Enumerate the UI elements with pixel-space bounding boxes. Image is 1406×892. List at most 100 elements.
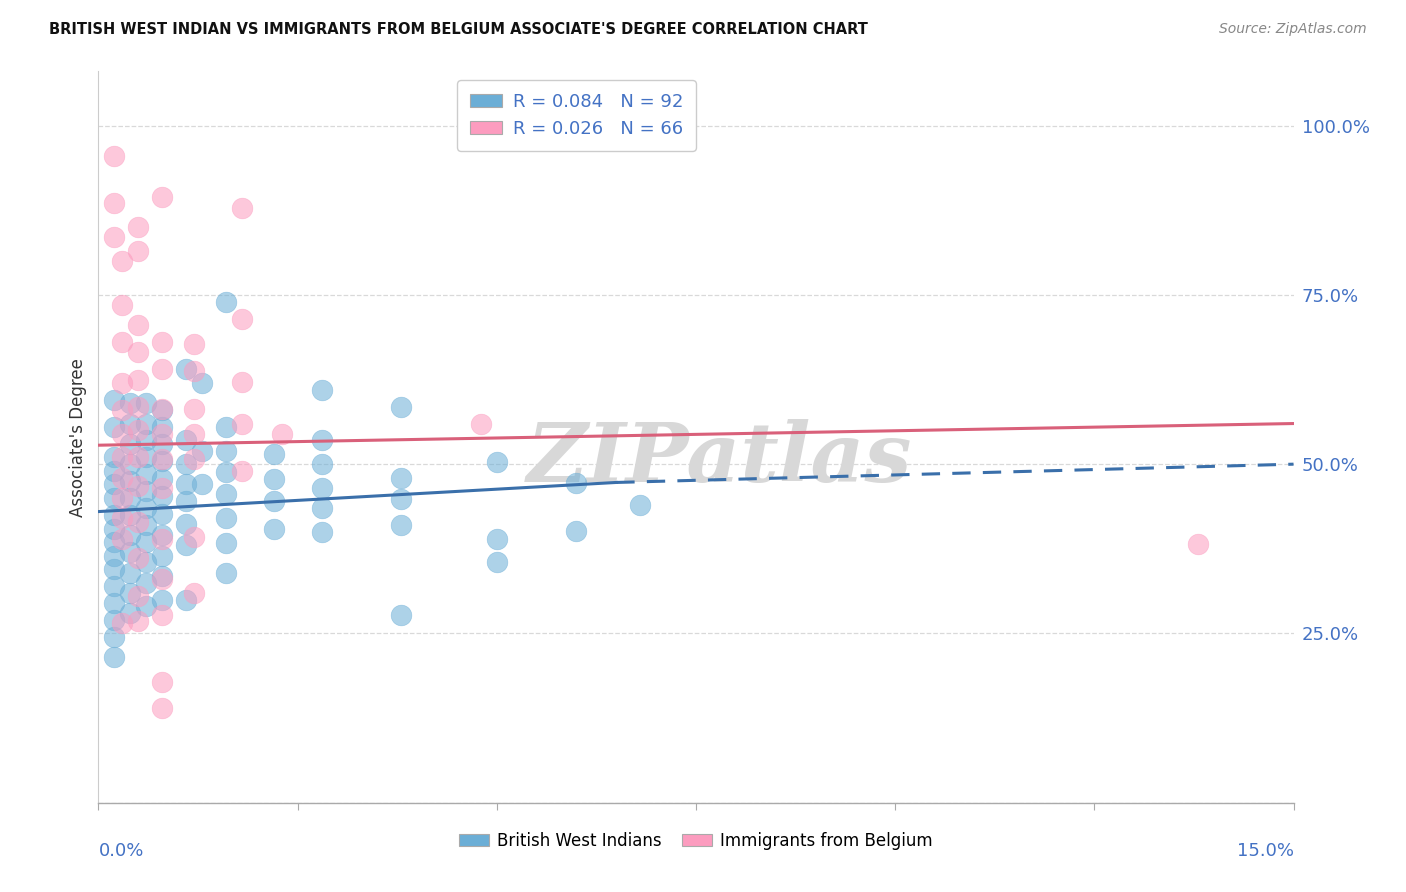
Point <box>127 479 149 493</box>
Point <box>150 675 173 690</box>
Point <box>120 474 142 488</box>
Point <box>111 511 134 525</box>
Point <box>103 230 125 244</box>
Point <box>150 508 173 522</box>
Point <box>150 401 173 416</box>
Point <box>103 521 125 535</box>
Point <box>103 491 125 505</box>
Point <box>150 451 173 466</box>
Point <box>628 498 651 512</box>
Point <box>120 396 142 410</box>
Point <box>191 443 214 458</box>
Point <box>103 450 125 465</box>
Point <box>120 586 142 600</box>
Point <box>103 613 125 627</box>
Point <box>174 494 197 508</box>
Point <box>111 491 134 505</box>
Point <box>565 524 588 538</box>
Point <box>231 201 253 215</box>
Point <box>103 630 125 644</box>
Point <box>263 447 285 461</box>
Point <box>150 335 173 350</box>
Point <box>231 375 253 389</box>
Point <box>150 420 173 434</box>
Point <box>135 518 157 533</box>
Point <box>111 403 134 417</box>
Point <box>231 311 253 326</box>
Point <box>127 515 149 529</box>
Point <box>127 450 149 465</box>
Point <box>150 481 173 495</box>
Point <box>150 489 173 503</box>
Text: Source: ZipAtlas.com: Source: ZipAtlas.com <box>1219 22 1367 37</box>
Point <box>127 220 149 235</box>
Point <box>103 477 125 491</box>
Point <box>215 465 238 479</box>
Point <box>120 606 142 620</box>
Point <box>215 294 238 309</box>
Point <box>174 457 197 471</box>
Point <box>103 549 125 563</box>
Point <box>111 471 134 485</box>
Text: 0.0%: 0.0% <box>98 842 143 860</box>
Point <box>120 437 142 451</box>
Point <box>389 400 412 414</box>
Point <box>111 254 134 268</box>
Point <box>174 538 197 552</box>
Point <box>183 364 205 378</box>
Point <box>150 403 173 417</box>
Point <box>150 426 173 441</box>
Point <box>174 592 197 607</box>
Point <box>135 396 157 410</box>
Point <box>127 400 149 414</box>
Point <box>174 516 197 531</box>
Point <box>120 528 142 542</box>
Point <box>127 589 149 603</box>
Point <box>150 437 173 451</box>
Point <box>150 472 173 486</box>
Point <box>485 532 508 546</box>
Point <box>135 417 157 431</box>
Point <box>183 336 205 351</box>
Point <box>135 501 157 516</box>
Point <box>215 443 238 458</box>
Point <box>150 701 173 715</box>
Point <box>103 562 125 576</box>
Point <box>263 494 285 508</box>
Point <box>183 586 205 600</box>
Point <box>111 376 134 390</box>
Point <box>183 530 205 544</box>
Point <box>120 457 142 471</box>
Point <box>135 467 157 482</box>
Point <box>215 420 238 434</box>
Point <box>311 501 333 516</box>
Y-axis label: Associate's Degree: Associate's Degree <box>69 358 87 516</box>
Point <box>485 555 508 569</box>
Point <box>263 472 285 486</box>
Point <box>135 555 157 569</box>
Point <box>127 423 149 437</box>
Point <box>215 536 238 550</box>
Point <box>311 524 333 539</box>
Point <box>263 521 285 535</box>
Point <box>485 455 508 469</box>
Point <box>231 464 253 478</box>
Point <box>150 569 173 583</box>
Point <box>111 616 134 631</box>
Point <box>135 535 157 549</box>
Point <box>191 477 214 491</box>
Point <box>174 362 197 376</box>
Point <box>111 335 134 350</box>
Point <box>103 149 125 163</box>
Point <box>174 434 197 448</box>
Point <box>111 532 134 546</box>
Point <box>389 518 412 533</box>
Point <box>389 492 412 507</box>
Point <box>103 392 125 407</box>
Point <box>565 476 588 491</box>
Point <box>183 426 205 441</box>
Point <box>311 383 333 397</box>
Point <box>215 511 238 525</box>
Point <box>103 579 125 593</box>
Point <box>135 575 157 590</box>
